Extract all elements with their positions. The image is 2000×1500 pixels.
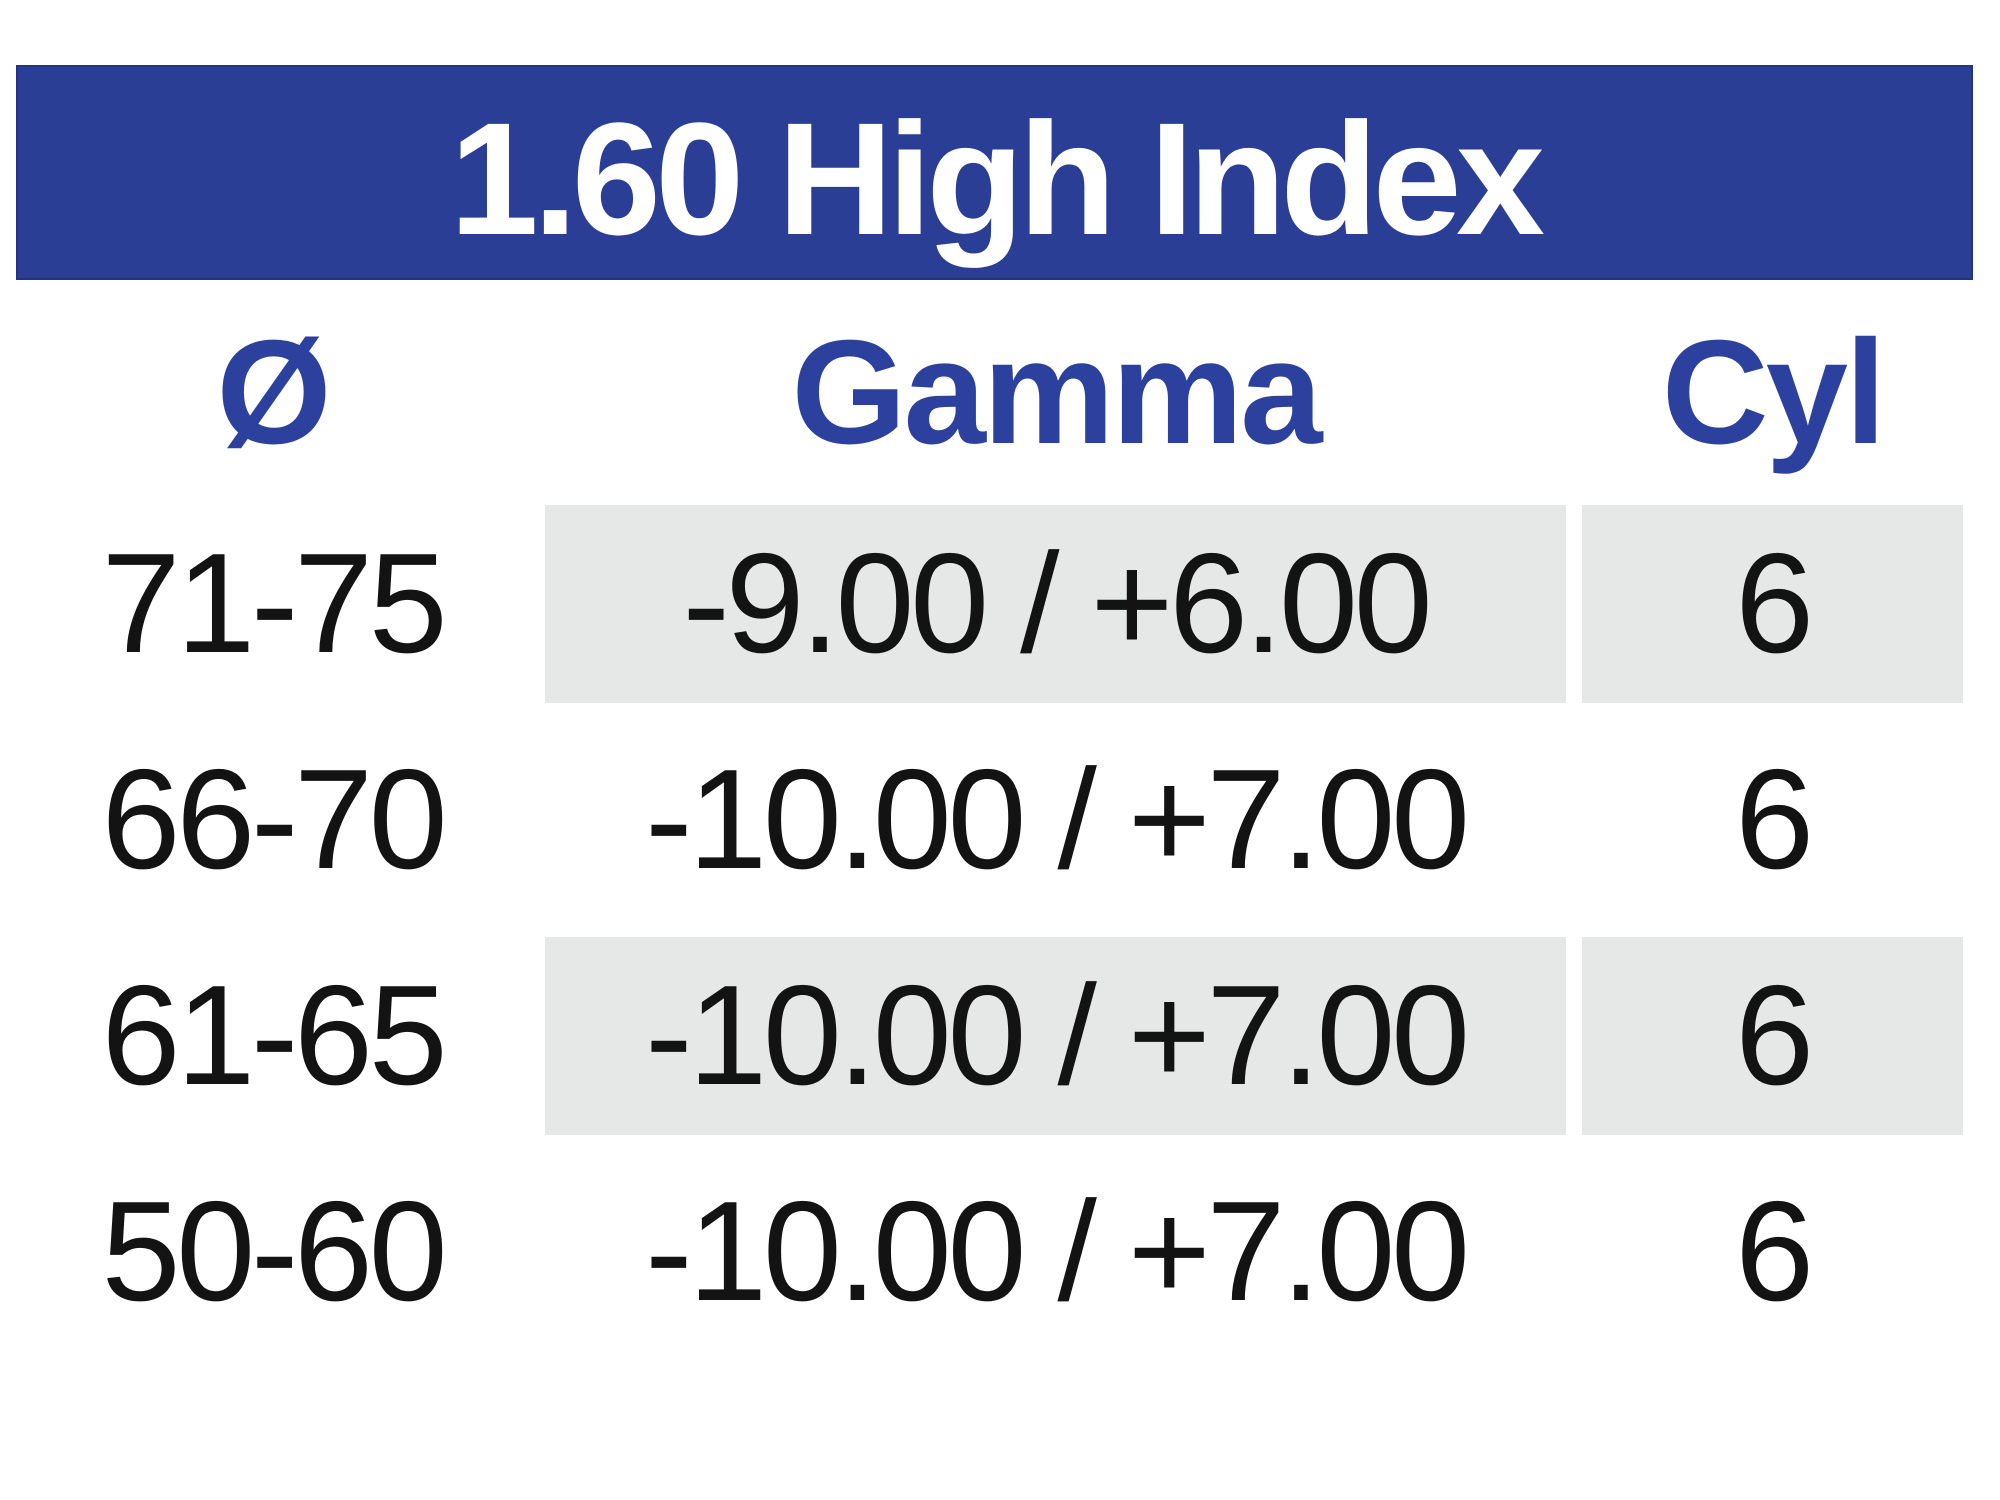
table-body: 71-75 -9.00 / +6.00 6 66-70 -10.00 / +7.…: [16, 505, 1963, 1351]
column-header-diameter: Ø: [216, 309, 331, 475]
table-header-row: Ø Gamma Cyl: [16, 280, 1963, 505]
cyl-cell: 6: [1582, 505, 1963, 703]
table-row: 50-60 -10.00 / +7.00 6: [16, 1153, 1963, 1351]
page-title: 1.60 High Index: [449, 88, 1545, 268]
diameter-cell: 50-60: [101, 1172, 448, 1331]
title-bar: 1.60 High Index: [16, 65, 1973, 280]
gamma-cell: -10.00 / +7.00: [645, 740, 1470, 899]
availability-table: Ø Gamma Cyl 71-75 -9.00 / +6.00 6 66-70 …: [16, 280, 1963, 1351]
table-row: 66-70 -10.00 / +7.00 6: [16, 721, 1963, 919]
diameter-cell: 61-65: [101, 956, 448, 1115]
column-header-cyl: Cyl: [1661, 309, 1886, 475]
column-header-gamma: Gamma: [791, 309, 1322, 475]
table-row: 71-75 -9.00 / +6.00 6: [16, 505, 1963, 703]
gamma-cell: -10.00 / +7.00: [645, 1172, 1470, 1331]
gamma-cell: -10.00 / +7.00: [545, 937, 1566, 1135]
cyl-cell: 6: [1582, 937, 1963, 1135]
cyl-cell: 6: [1735, 1172, 1814, 1331]
table-row: 61-65 -10.00 / +7.00 6: [16, 937, 1963, 1135]
diameter-cell: 66-70: [101, 740, 448, 899]
cyl-cell: 6: [1735, 740, 1814, 899]
diameter-cell: 71-75: [101, 524, 448, 683]
gamma-cell: -9.00 / +6.00: [545, 505, 1566, 703]
